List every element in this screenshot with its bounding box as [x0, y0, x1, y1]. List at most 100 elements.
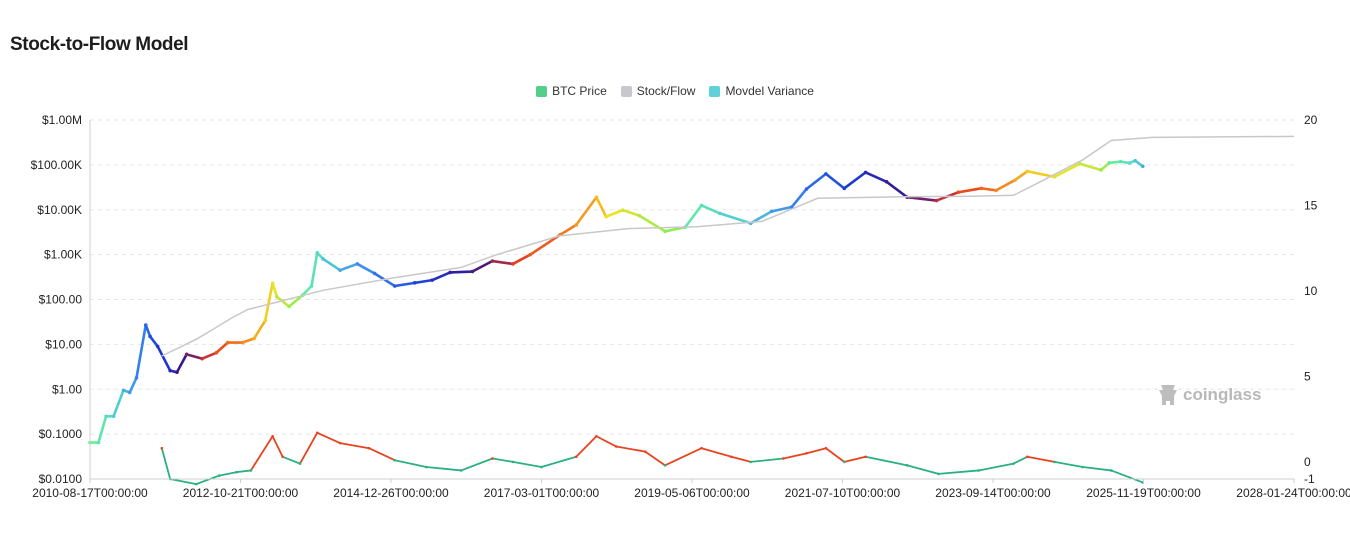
y-left-tick-label: $0.1000: [39, 427, 83, 441]
data-point-btc-price: [1140, 164, 1145, 169]
page-title: Stock-to-Flow Model: [10, 34, 189, 55]
data-point-movdel-variance: [805, 452, 808, 455]
series-segment-btc-price: [1078, 162, 1103, 172]
data-point-movdel-variance: [491, 457, 494, 460]
series-segment-btc-price: [790, 187, 808, 209]
series-segment-btc-price: [980, 187, 998, 192]
data-point-movdel-variance: [281, 455, 284, 459]
series-segment-btc-price: [956, 187, 983, 194]
y-left-tick-label: $1.00: [52, 382, 82, 396]
series-segment-movdel-variance: [782, 452, 808, 460]
data-point-movdel-variance: [824, 446, 828, 450]
series-segment-btc-price: [185, 353, 204, 360]
series-segment-movdel-variance: [299, 431, 319, 465]
data-point-btc-price: [528, 252, 533, 257]
y-left-tick-label: $10.00: [45, 337, 82, 351]
series-segment-btc-price: [471, 259, 494, 273]
x-tick-label: 2023-09-14T00:00:00: [935, 486, 1051, 500]
data-point-movdel-variance: [459, 469, 463, 472]
watermark: coinglass: [1157, 383, 1261, 407]
data-point-btc-price: [511, 262, 515, 266]
data-point-btc-price: [240, 340, 245, 345]
data-point-btc-price: [309, 284, 314, 288]
data-point-movdel-variance: [194, 482, 198, 486]
series-segment-btc-price: [252, 319, 267, 340]
series-segment-btc-price: [1053, 162, 1082, 179]
data-point-btc-price: [604, 214, 608, 219]
legend-item-btc-price[interactable]: BTC Price: [536, 84, 607, 98]
series-segment-btc-price: [200, 351, 218, 360]
data-point-btc-price: [200, 356, 204, 361]
series-segment-btc-price: [393, 281, 417, 288]
legend-label-model-variance: Movdel Variance: [725, 84, 814, 98]
legend-label-stock-flow: Stock/Flow: [636, 84, 696, 98]
data-point-btc-price: [214, 350, 219, 355]
series-segment-btc-price: [448, 270, 474, 274]
series-segment-movdel-variance: [491, 457, 514, 463]
series-segment-btc-price: [271, 281, 279, 299]
data-point-movdel-variance: [749, 460, 752, 464]
data-point-btc-price: [104, 414, 108, 419]
data-point-btc-price: [699, 203, 704, 208]
data-point-movdel-variance: [1012, 462, 1015, 465]
data-point-movdel-variance: [700, 446, 703, 450]
data-point-movdel-variance: [540, 465, 543, 469]
x-tick-label: 2025-11-19T00:00:00: [1086, 486, 1201, 500]
data-point-btc-price: [663, 229, 667, 234]
series-segment-movdel-variance: [368, 447, 396, 462]
grid-layer: [90, 119, 1294, 480]
series-group-btc-price: [88, 158, 1145, 445]
data-point-movdel-variance: [425, 465, 428, 469]
series-segment-btc-price: [718, 212, 752, 225]
data-point-btc-price: [155, 344, 160, 349]
y-left-tick-label: $0.0100: [39, 472, 83, 486]
series-segment-movdel-variance: [664, 447, 703, 467]
data-point-btc-price: [430, 278, 434, 282]
data-point-movdel-variance: [643, 450, 647, 453]
series-segment-btc-price: [97, 414, 108, 444]
y-right-tick-label: 10: [1304, 284, 1318, 298]
data-point-btc-price: [315, 250, 320, 255]
series-segment-movdel-variance: [937, 469, 980, 475]
legend-item-stock-flow[interactable]: Stock/Flow: [620, 84, 696, 98]
series-segment-btc-price: [683, 204, 703, 229]
series-group-movdel-variance: [160, 431, 1145, 486]
data-point-btc-price: [321, 257, 325, 261]
series-segment-movdel-variance: [977, 462, 1015, 472]
data-point-btc-price: [979, 186, 984, 191]
series-segment-movdel-variance: [540, 455, 578, 468]
data-point-btc-price: [448, 270, 452, 275]
series-segment-btc-price: [175, 353, 188, 374]
data-point-btc-price: [804, 187, 809, 191]
data-point-movdel-variance: [393, 458, 397, 462]
data-point-btc-price: [287, 304, 291, 309]
series-segment-btc-price: [413, 278, 434, 285]
data-point-btc-price: [274, 294, 279, 299]
series-segment-movdel-variance: [169, 478, 198, 486]
legend-item-model-variance[interactable]: Movdel Variance: [709, 84, 814, 98]
series-segment-btc-price: [287, 293, 304, 308]
series-segment-movdel-variance: [843, 455, 867, 463]
series-segment-btc-price: [310, 251, 319, 288]
series-segment-movdel-variance: [906, 464, 940, 475]
data-point-movdel-variance: [511, 460, 515, 464]
x-tick-label: 2017-03-01T00:00:00: [484, 486, 600, 500]
series-segment-btc-price: [135, 323, 148, 380]
series-segment-movdel-variance: [316, 431, 342, 445]
x-tick-label: 2010-08-17T00:00:00: [32, 486, 148, 500]
data-point-movdel-variance: [1081, 465, 1084, 469]
data-point-btc-price: [355, 262, 360, 266]
data-point-btc-price: [994, 188, 998, 193]
y-right-tick-label: -1: [1304, 472, 1315, 486]
series-segment-btc-price: [700, 204, 722, 215]
data-point-btc-price: [175, 370, 179, 374]
data-point-btc-price: [148, 334, 152, 339]
series-segment-btc-price: [356, 262, 376, 275]
data-point-btc-price: [956, 190, 961, 195]
data-point-btc-price: [884, 179, 889, 184]
series-segment-btc-price: [559, 223, 578, 236]
y-right-tick-label: 5: [1304, 369, 1311, 383]
x-tick-label: 2021-07-10T00:00:00: [785, 486, 901, 500]
data-point-btc-price: [184, 352, 189, 357]
series-segment-movdel-variance: [749, 457, 785, 463]
